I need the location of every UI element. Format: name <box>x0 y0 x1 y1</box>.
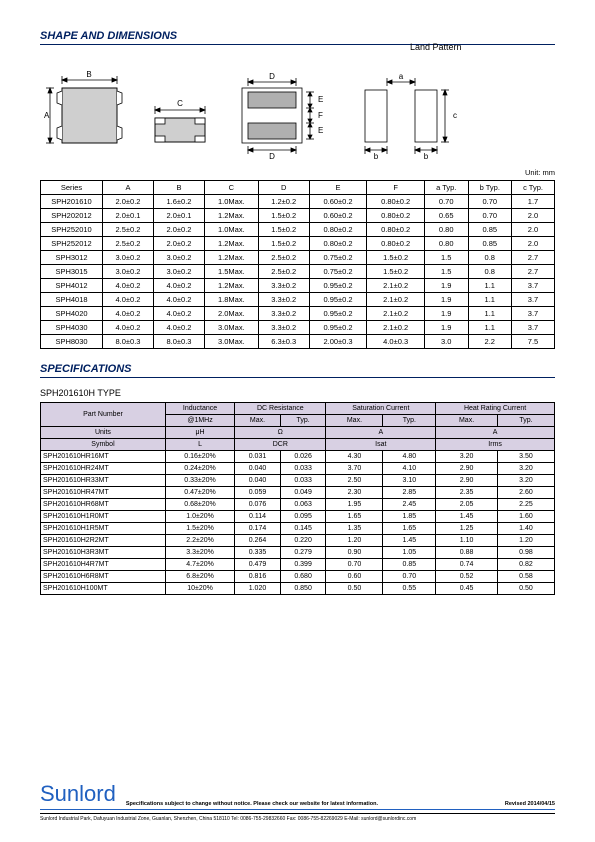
svg-text:F: F <box>318 111 323 120</box>
spec-table: Part NumberInductanceDC ResistanceSatura… <box>40 402 555 595</box>
diagrams: B A C <box>40 55 555 160</box>
type-label: SPH201610H TYPE <box>40 388 555 398</box>
svg-text:D: D <box>269 152 275 160</box>
svg-text:b: b <box>374 152 379 160</box>
diagram-side: C <box>145 70 215 160</box>
svg-text:b: b <box>424 152 429 160</box>
foot-note: Specifications subject to change without… <box>126 801 378 807</box>
foot-rev: Revised 2014/04/15 <box>505 801 555 807</box>
svg-text:D: D <box>269 72 275 81</box>
svg-text:a: a <box>399 72 404 81</box>
dimensions-table: SeriesABCDEFa Typ.b Typ.c Typ. SPH201610… <box>40 180 555 349</box>
shape-title: SHAPE AND DIMENSIONS <box>40 30 555 45</box>
svg-text:A: A <box>44 111 50 120</box>
svg-text:E: E <box>318 95 323 104</box>
unit-label: Unit: mm <box>40 168 555 177</box>
diagram-land: a c b b <box>345 70 485 160</box>
brand: Sunlord <box>40 781 116 807</box>
diagram-pads: D D E F E <box>230 70 330 160</box>
footer: Sunlord Specifications subject to change… <box>40 781 555 822</box>
svg-text:E: E <box>318 126 323 135</box>
svg-text:B: B <box>86 70 91 79</box>
specs-title: SPECIFICATIONS <box>40 363 555 378</box>
svg-text:c: c <box>453 111 457 120</box>
foot-addr: Sunlord Industrial Park, Dafuyuan Indust… <box>40 813 555 822</box>
diagram-top: B A <box>40 70 130 160</box>
svg-text:C: C <box>177 99 183 108</box>
land-pattern-label: Land Pattern <box>410 42 462 52</box>
